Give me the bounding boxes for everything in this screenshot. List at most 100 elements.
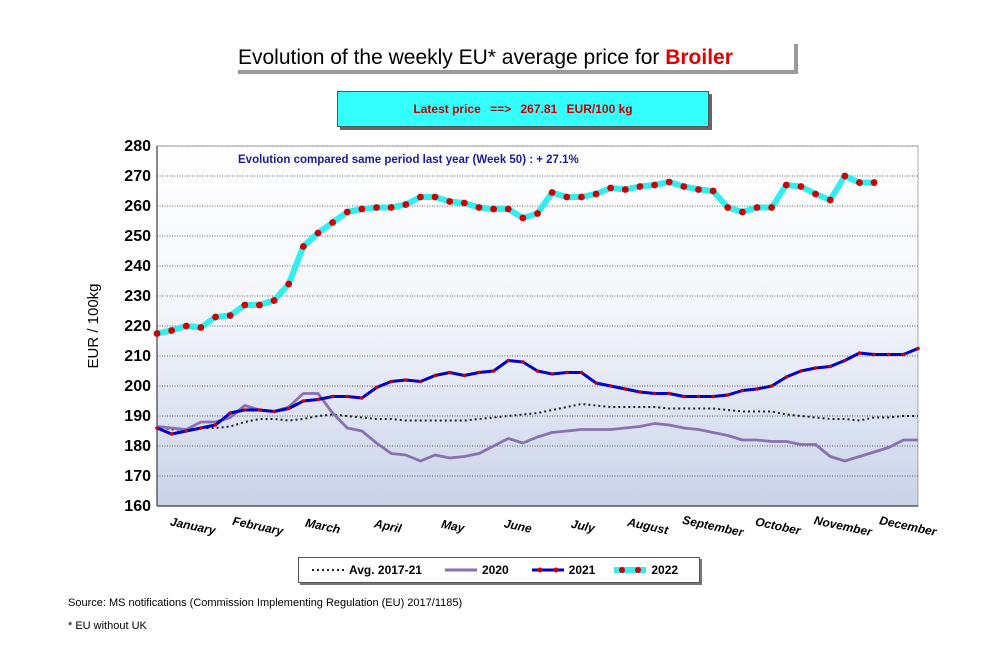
series-2021-point	[462, 373, 467, 378]
series-2021-point	[594, 381, 598, 385]
series-2021-point	[169, 432, 174, 436]
x-tick-label: March	[304, 516, 341, 537]
series-2021-point	[667, 391, 672, 396]
series-2022-point	[212, 313, 219, 321]
series-2021-point	[740, 388, 745, 393]
series-2021-point	[184, 429, 189, 433]
series-2021-point	[769, 384, 774, 388]
series-2022-point	[197, 324, 205, 331]
series-2022-point	[578, 193, 585, 201]
series-2022-point	[285, 280, 293, 288]
series-2022-point	[636, 183, 644, 190]
chart-title: Evolution of the weekly EU* average pric…	[238, 44, 798, 74]
series-2021-point	[843, 358, 847, 363]
series-2022-point	[329, 219, 337, 226]
x-tick-label: January	[169, 514, 218, 538]
legend-label-avg: Avg. 2017-21	[349, 563, 422, 577]
y-tick-label: 190	[124, 408, 151, 425]
series-2021-point	[828, 364, 832, 369]
legend-label-2022: 2022	[651, 563, 679, 577]
legend-swatch-2020	[444, 568, 477, 572]
series-2021-point	[316, 397, 320, 402]
eu-note: * EU without UK	[68, 620, 147, 632]
series-2022-point	[358, 205, 366, 213]
series-2022-point	[768, 204, 776, 211]
series-2021-point	[857, 351, 862, 355]
series-2022-point	[475, 204, 483, 211]
y-tick-label: 280	[124, 138, 151, 155]
x-tick-label: June	[503, 516, 534, 536]
y-tick-label: 170	[124, 468, 151, 485]
series-2021-point	[579, 370, 584, 375]
series-2021-point	[228, 411, 232, 415]
series-2021-point	[784, 375, 789, 379]
latest-price-box: Latest price ==> 267.81 EUR/100 kg	[337, 91, 709, 127]
series-2022-point	[797, 183, 805, 190]
series-2022-point	[431, 193, 439, 201]
series-2021-point	[272, 409, 276, 414]
series-2022-point	[826, 196, 834, 204]
series-2021-point	[521, 360, 525, 364]
source-note: Source: MS notifications (Commission Imp…	[68, 597, 463, 609]
series-2021-point	[711, 394, 715, 399]
series-2022-point	[314, 229, 322, 237]
legend-item-2020: 2020	[444, 563, 509, 577]
series-2022-point	[709, 187, 717, 195]
series-2021-point	[447, 370, 452, 375]
series-2022-point	[417, 193, 424, 201]
series-2021-point	[535, 369, 540, 373]
series-2022-point	[534, 210, 541, 217]
series-2022-point	[856, 179, 863, 186]
series-2021-point	[506, 358, 511, 363]
x-tick-label: May	[440, 517, 467, 536]
series-2021-point	[813, 366, 818, 370]
series-2021-point	[623, 387, 628, 391]
latest-price-arrow: ==>	[490, 102, 512, 116]
y-tick-label: 180	[124, 438, 151, 455]
y-tick-label: 220	[124, 318, 151, 335]
x-tick-label: February	[231, 514, 285, 539]
series-2022-point	[168, 327, 176, 334]
x-tick-label: December	[878, 513, 939, 539]
legend-item-avg: Avg. 2017-21	[311, 563, 422, 577]
series-2021-point	[374, 385, 379, 390]
series-2022-point	[841, 172, 849, 180]
series-2022-point	[504, 205, 512, 213]
series-2022-point	[241, 301, 249, 309]
series-2021-point	[199, 426, 203, 430]
series-2022-point	[738, 208, 746, 216]
x-tick-label: April	[372, 516, 403, 536]
series-2022-point	[563, 193, 571, 201]
series-2022-point	[446, 198, 454, 205]
series-2022-point	[680, 183, 688, 190]
series-2022-point	[343, 208, 351, 216]
y-tick-label: 240	[124, 258, 151, 275]
series-2021-point	[360, 396, 364, 400]
chart-title-product: Broiler	[665, 46, 733, 69]
series-2021-point	[564, 370, 569, 375]
y-tick-label: 260	[124, 198, 151, 215]
series-2021-point	[330, 394, 335, 399]
series-2021-point	[243, 408, 247, 412]
series-2022-point	[651, 181, 658, 189]
series-2021-point	[608, 384, 613, 388]
legend-swatch-2022	[614, 567, 647, 573]
series-2022-point	[402, 201, 410, 208]
series-2021-point	[418, 379, 423, 384]
latest-price-label: Latest price	[413, 102, 481, 116]
legend-label-2021: 2021	[568, 563, 596, 577]
series-2022-point	[153, 330, 161, 337]
plot-border	[156, 145, 919, 507]
series-2022-point	[460, 199, 468, 207]
series-2021-point	[872, 352, 876, 357]
series-2021-point	[550, 372, 554, 376]
series-2021-point	[638, 390, 642, 394]
x-tick-label: July	[570, 517, 598, 536]
y-tick-label: 230	[124, 288, 151, 305]
series-2021-point	[403, 378, 408, 382]
legend-label-2020: 2020	[481, 563, 509, 577]
series-2022-point	[782, 181, 790, 189]
series-2021-point	[155, 426, 159, 430]
series-2021-point	[389, 379, 393, 384]
